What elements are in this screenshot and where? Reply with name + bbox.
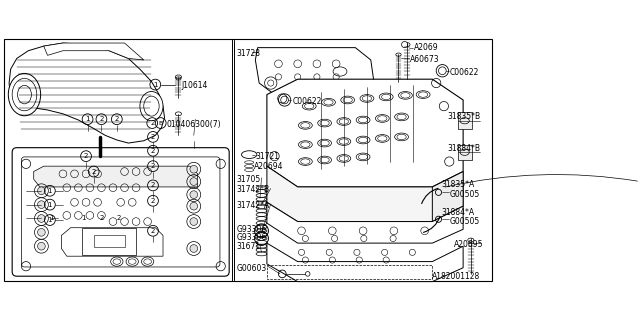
Text: 2: 2 [151, 163, 155, 169]
Text: 31705: 31705 [237, 175, 261, 184]
Text: 2: 2 [99, 116, 104, 122]
Polygon shape [9, 43, 164, 143]
FancyBboxPatch shape [12, 148, 229, 276]
Text: 1: 1 [81, 215, 86, 221]
Text: 31728: 31728 [237, 49, 261, 58]
Polygon shape [267, 166, 463, 221]
Text: 2: 2 [151, 198, 155, 204]
Polygon shape [255, 48, 374, 95]
Text: 2: 2 [115, 116, 119, 122]
Bar [458, 145, 472, 160]
Circle shape [190, 165, 198, 173]
Text: 2: 2 [84, 153, 88, 159]
Text: 1: 1 [153, 82, 157, 88]
Text: B: B [159, 121, 163, 125]
Text: 2: 2 [150, 120, 154, 126]
Text: 31835*B: 31835*B [448, 111, 481, 121]
Text: 2: 2 [92, 169, 96, 174]
Text: A20695: A20695 [454, 240, 483, 249]
Circle shape [38, 215, 45, 222]
Text: 31721: 31721 [255, 152, 279, 161]
FancyArrowPatch shape [424, 217, 440, 232]
Text: G00505: G00505 [450, 217, 480, 226]
Circle shape [38, 228, 45, 236]
Bar [267, 265, 433, 278]
Text: G00603: G00603 [237, 264, 267, 273]
Polygon shape [267, 243, 463, 282]
Text: C00622: C00622 [449, 68, 479, 77]
Circle shape [38, 242, 45, 250]
Text: 31742*B: 31742*B [237, 185, 270, 194]
Text: 2: 2 [151, 134, 155, 140]
Text: A2069: A2069 [414, 43, 438, 52]
Bar [93, 236, 125, 247]
Text: 1: 1 [47, 188, 52, 194]
Text: 2: 2 [151, 228, 155, 234]
Ellipse shape [8, 73, 40, 116]
Circle shape [190, 191, 198, 198]
Circle shape [38, 187, 45, 195]
FancyArrowPatch shape [422, 188, 438, 204]
Text: 2: 2 [151, 148, 155, 154]
Polygon shape [61, 228, 163, 256]
Bar [82, 228, 136, 255]
Text: 1: 1 [47, 217, 52, 223]
Polygon shape [34, 166, 198, 187]
Text: 31835*A: 31835*A [442, 180, 475, 189]
Text: 1: 1 [47, 202, 52, 208]
Polygon shape [95, 154, 104, 162]
Circle shape [190, 178, 198, 185]
Text: G93306: G93306 [237, 233, 267, 242]
Polygon shape [433, 172, 463, 221]
Circle shape [190, 202, 198, 210]
Text: C00622: C00622 [292, 97, 322, 106]
Text: G00505: G00505 [450, 190, 480, 199]
Text: 2: 2 [151, 182, 155, 188]
Text: 31884*B: 31884*B [448, 144, 481, 153]
Text: 31742*A: 31742*A [237, 201, 270, 210]
Text: G93306: G93306 [237, 225, 267, 235]
Polygon shape [44, 43, 144, 60]
Text: 1: 1 [49, 215, 54, 221]
Ellipse shape [140, 92, 163, 121]
Circle shape [190, 245, 198, 252]
Circle shape [38, 201, 45, 209]
Text: 31884*A: 31884*A [442, 208, 475, 217]
Polygon shape [267, 79, 463, 187]
Text: J10614: J10614 [182, 81, 208, 90]
Bar [458, 112, 472, 129]
Text: 31671: 31671 [237, 242, 261, 251]
Text: A182001128: A182001128 [433, 272, 481, 281]
Text: 010406300(7): 010406300(7) [167, 120, 221, 129]
Polygon shape [267, 202, 463, 243]
Text: 2: 2 [117, 215, 122, 221]
Text: A20694: A20694 [254, 162, 284, 171]
Circle shape [401, 42, 408, 48]
Text: 1: 1 [85, 116, 90, 122]
Text: 2: 2 [99, 215, 104, 221]
Circle shape [190, 218, 198, 225]
Text: A60673: A60673 [410, 55, 440, 64]
